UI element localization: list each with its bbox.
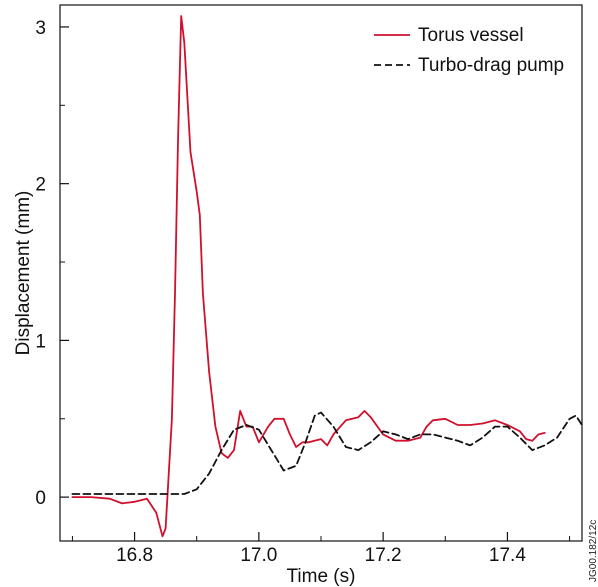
legend-label-torus-vessel: Torus vessel: [418, 25, 524, 46]
x-tick-label-17-0: 17.0: [240, 545, 277, 566]
x-axis-label: Time (s): [287, 566, 356, 587]
x-tick-label-17-4: 17.4: [489, 545, 526, 566]
y-tick-label-1: 1: [35, 331, 46, 352]
x-axis-ticks: 16.8 17.0 17.2 17.4: [71, 532, 571, 566]
y-axis-ticks: 0 1 2 3: [35, 18, 69, 509]
y-tick-label-2: 2: [35, 175, 46, 196]
legend-label-turbo-drag-pump: Turbo-drag pump: [418, 55, 564, 76]
x-tick-label-16-8: 16.8: [116, 545, 153, 566]
x-tick-label-17-2: 17.2: [365, 545, 402, 566]
figure-id-note: JG00.182/12c: [588, 520, 598, 582]
y-tick-label-0: 0: [35, 488, 46, 509]
series-line-torus-vessel: [71, 15, 546, 538]
series-layer: [71, 15, 583, 538]
series-line-turbo-drag-pump: [71, 411, 583, 495]
y-axis-label: Displacement (mm): [13, 191, 34, 356]
legend: Torus vessel Turbo-drag pump: [374, 25, 564, 76]
y-tick-label-3: 3: [35, 18, 46, 39]
